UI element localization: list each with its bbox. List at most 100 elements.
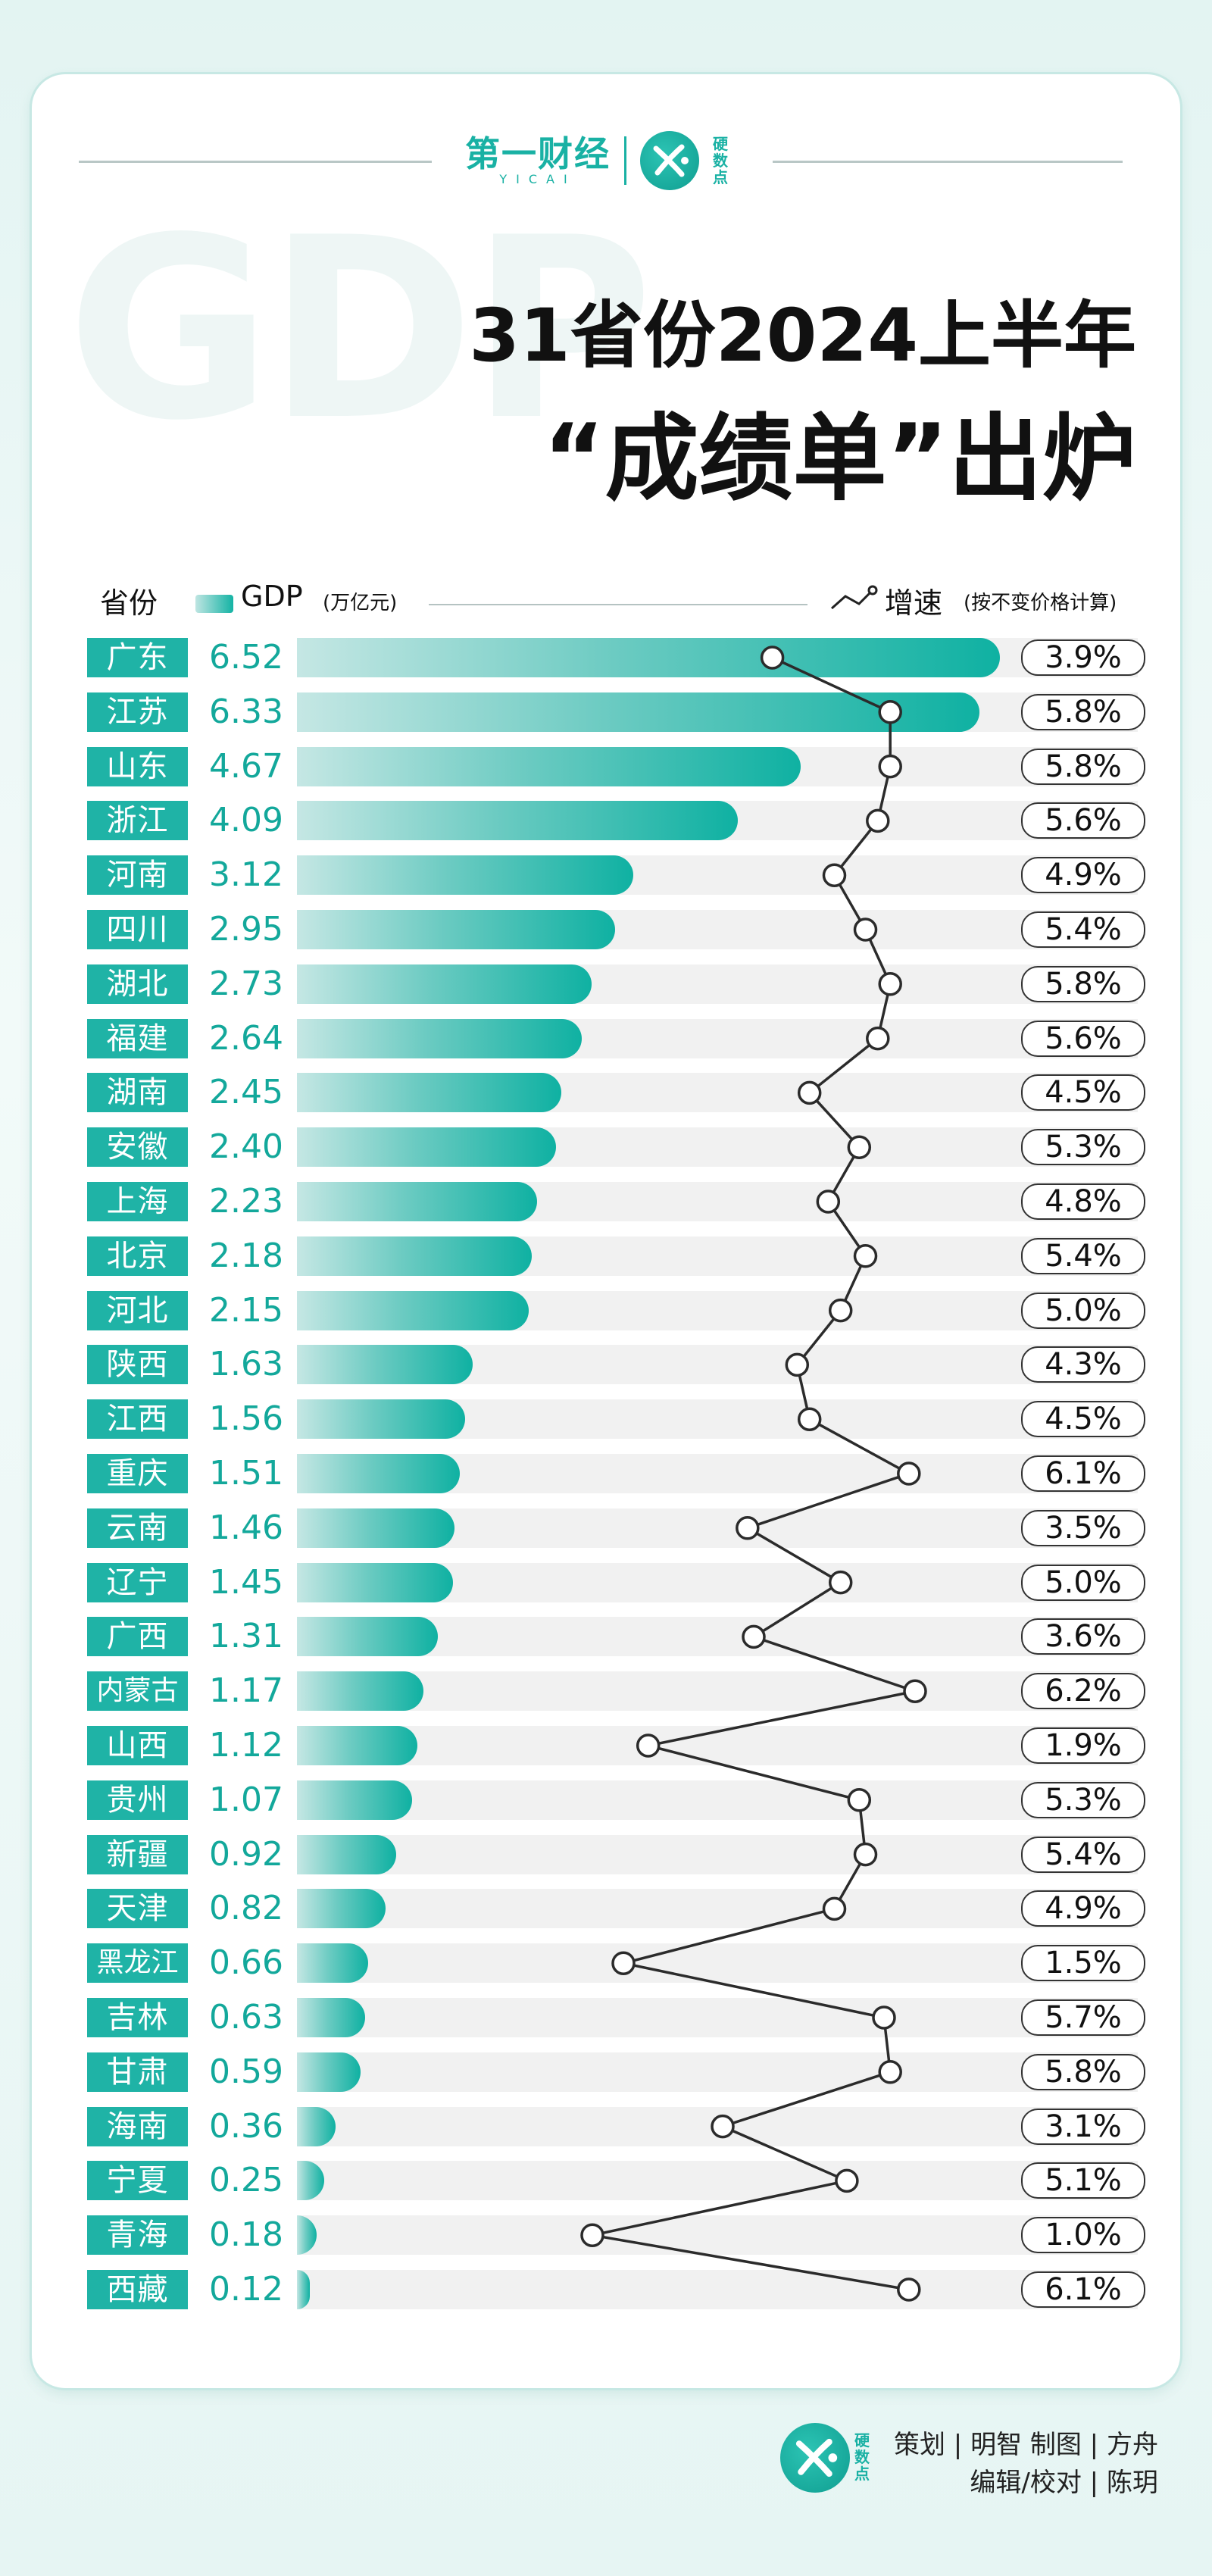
growth-rate-label: 5.3% [1021, 1781, 1145, 1818]
gdp-bar [297, 638, 1000, 677]
brand-sub-text: YICAI [499, 172, 576, 186]
footer-credit-line1: 策划 | 明智 制图 | 方舟 [894, 2430, 1158, 2460]
growth-point [878, 700, 902, 724]
province-label: 河北 [87, 1290, 188, 1330]
gdp-value-label: 4.09 [209, 801, 283, 840]
growth-point [611, 1951, 636, 1975]
footer-logo-label: 硬数点 [854, 2431, 870, 2483]
growth-point [785, 1352, 810, 1377]
growth-point [711, 2114, 735, 2139]
growth-point [853, 1244, 878, 1268]
legend-divider [429, 604, 807, 605]
gdp-value-label: 1.63 [209, 1345, 283, 1384]
province-label: 吉林 [87, 1998, 188, 2037]
brand-main-text: 第一财经 [465, 133, 611, 174]
gdp-value-label: 0.82 [209, 1889, 283, 1928]
growth-point [866, 808, 890, 833]
gdp-bar [297, 1508, 454, 1548]
growth-rate-label: 5.4% [1021, 1836, 1145, 1873]
gdp-bar [297, 692, 979, 732]
gdp-value-label: 2.64 [209, 1018, 283, 1058]
growth-point [897, 2277, 921, 2302]
growth-point [828, 1298, 853, 1323]
gdp-bar [297, 2106, 336, 2146]
gdp-bar [297, 1726, 418, 1765]
gdp-bar [297, 746, 801, 786]
header-divider-right [773, 161, 1123, 163]
gdp-bar [297, 2052, 361, 2092]
gdp-value-label: 1.07 [209, 1780, 283, 1819]
province-label: 甘肃 [87, 2052, 188, 2092]
province-label: 四川 [87, 910, 188, 949]
growth-point [872, 2005, 896, 2030]
province-label: 湖南 [87, 1073, 188, 1113]
growth-point [853, 1842, 878, 1867]
chart-legend: 省份 GDP (万亿元) 增速 (按不变价格计算) [0, 580, 1212, 625]
growth-point [822, 863, 847, 887]
gdp-bar [297, 1182, 538, 1221]
gdp-value-label: 1.45 [209, 1562, 283, 1602]
gdp-value-label: 1.51 [209, 1454, 283, 1493]
growth-series-line [592, 656, 920, 2291]
growth-rate-label: 3.9% [1021, 639, 1145, 676]
growth-point [897, 1462, 921, 1486]
growth-rate-label: 5.6% [1021, 802, 1145, 839]
province-label: 新疆 [87, 1834, 188, 1874]
gdp-bar [297, 1236, 533, 1276]
growth-rate-label: 1.0% [1021, 2217, 1145, 2254]
gdp-bar [297, 1345, 473, 1385]
gdp-value-label: 0.36 [209, 2106, 283, 2146]
gdp-watermark: GDP [67, 184, 654, 475]
legend-gdp-swatch [195, 595, 233, 613]
gdp-value-label: 2.15 [209, 1290, 283, 1330]
province-label: 陕西 [87, 1345, 188, 1385]
province-label: 广东 [87, 638, 188, 677]
growth-rate-label: 4.9% [1021, 857, 1145, 894]
gdp-value-label: 2.40 [209, 1127, 283, 1167]
gdp-bar [297, 1780, 413, 1820]
brand-separator [624, 136, 626, 185]
province-label: 宁夏 [87, 2161, 188, 2201]
growth-point [636, 1733, 661, 1758]
province-label: 湖北 [87, 964, 188, 1004]
gdp-value-label: 0.66 [209, 1943, 283, 1983]
row-background [297, 1889, 1138, 1929]
gdp-value-label: 2.23 [209, 1182, 283, 1221]
gdp-value-label: 6.33 [209, 692, 283, 731]
gdp-bar [297, 1399, 466, 1440]
province-label: 内蒙古 [87, 1671, 188, 1712]
growth-line-icon [831, 585, 878, 610]
growth-rate-label: 5.0% [1021, 1292, 1145, 1329]
gdp-value-label: 0.63 [209, 1998, 283, 2037]
row-background [297, 1998, 1138, 2037]
growth-point [878, 972, 902, 996]
logo-label: 硬数点 [713, 135, 728, 186]
gdp-value-label: 0.59 [209, 2052, 283, 2091]
growth-point [903, 1679, 927, 1703]
province-label: 福建 [87, 1018, 188, 1058]
province-label: 西藏 [87, 2270, 188, 2309]
province-label: 广西 [87, 1617, 188, 1657]
province-label: 黑龙江 [87, 1943, 188, 1984]
footer-credits: 策划 | 明智 制图 | 方舟 编辑/校对 | 陈玥 [894, 2426, 1158, 2502]
province-label: 重庆 [87, 1454, 188, 1493]
gdp-bar [297, 855, 634, 896]
gdp-bar [297, 1073, 561, 1113]
growth-rate-label: 5.7% [1021, 1999, 1145, 2036]
growth-rate-label: 3.1% [1021, 2108, 1145, 2145]
gdp-value-label: 4.67 [209, 746, 283, 786]
gdp-bar [297, 1562, 454, 1602]
row-background [297, 1671, 1138, 1712]
gdp-bar [297, 1943, 368, 1984]
legend-gdp-unit: (万亿元) [323, 592, 398, 614]
legend-growth-unit: (按不变价格计算) [964, 592, 1117, 614]
gdp-value-label: 2.18 [209, 1236, 283, 1275]
gdp-value-label: 0.25 [209, 2161, 283, 2200]
province-label: 天津 [87, 1889, 188, 1929]
growth-rate-label: 5.3% [1021, 1129, 1145, 1166]
gdp-bar [297, 2270, 311, 2309]
gdp-value-label: 1.12 [209, 1726, 283, 1765]
row-background [297, 2270, 1138, 2309]
gdp-value-label: 2.45 [209, 1073, 283, 1112]
